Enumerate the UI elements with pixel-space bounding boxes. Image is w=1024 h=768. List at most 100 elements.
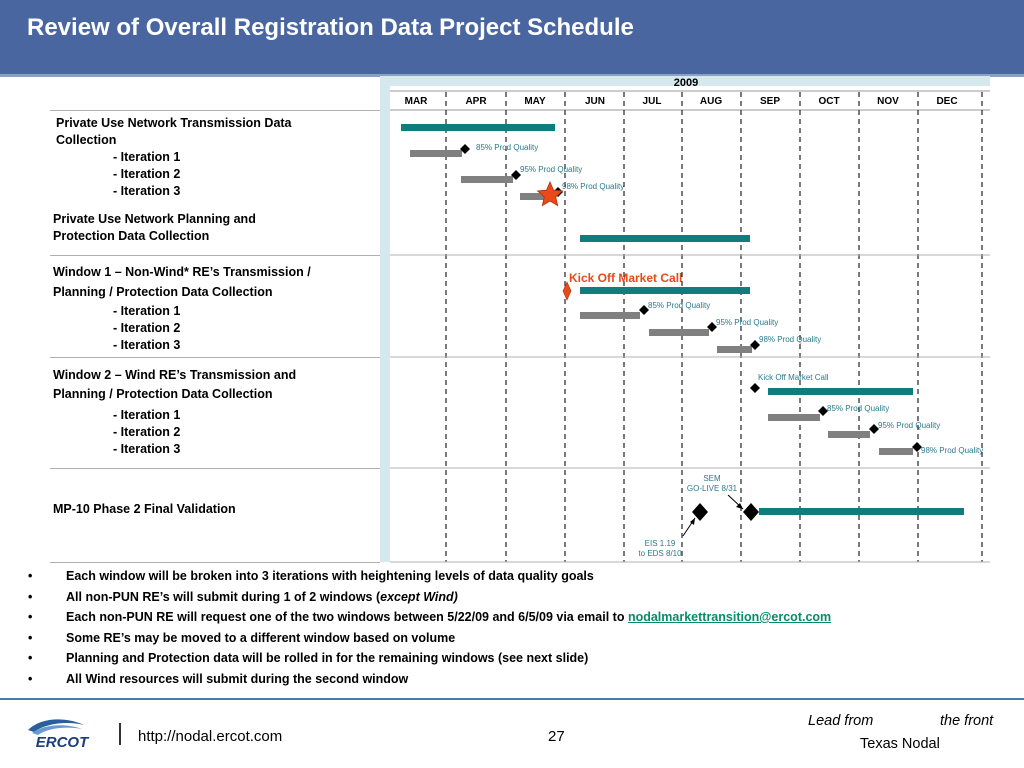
task-3-title-line-2: Planning / Protection Data Collection (53, 285, 273, 299)
task-3-iteration-1-bar (580, 312, 640, 319)
footer-divider (119, 723, 121, 745)
bullet-text-italic: except Wind) (380, 589, 458, 604)
task-4-iteration-3: - Iteration 3 (113, 442, 181, 456)
month-labels: MAR APR MAY JUN JUL AUG SEP OCT NOV DEC (405, 96, 958, 107)
kickoff-diamond (750, 383, 760, 393)
arrowhead (690, 518, 695, 525)
task-3-iteration-3: - Iteration 3 (113, 338, 181, 352)
month-label-dec: DEC (936, 96, 957, 107)
month-label-may: MAY (524, 96, 546, 107)
slide-title: Review of Overall Registration Data Proj… (27, 14, 634, 41)
tagline-lead-from: Lead from (808, 713, 874, 729)
bullet-item: • All Wind resources will submit during … (28, 672, 1008, 693)
bullet-item: • Each non-PUN RE will request one of th… (28, 610, 1008, 631)
logo-text: ERCOT (36, 734, 90, 751)
bullet-text: All non-PUN RE’s will submit during 1 of… (66, 590, 458, 604)
q85-label: 85% Prod Quality (648, 301, 710, 310)
task-2-title-line-2: Protection Data Collection (53, 229, 210, 243)
task-3-summary-bar (580, 287, 750, 294)
title-bar: Review of Overall Registration Data Proj… (0, 0, 1024, 75)
task-4-title-line-2: Planning / Protection Data Collection (53, 387, 273, 401)
star-icon (536, 180, 564, 207)
title-underline (0, 74, 1024, 77)
logo-swoosh (28, 719, 84, 732)
kickoff-small-label: Kick Off Market Call (758, 373, 829, 382)
month-label-apr: APR (465, 96, 487, 107)
sem-diamond (743, 503, 759, 521)
milestone-diamond (460, 144, 470, 154)
task-1-iteration-1-bar (410, 150, 462, 157)
bullet-marker: • (28, 630, 33, 645)
task-1-iteration-1: - Iteration 1 (113, 150, 181, 164)
milestone-diamond (639, 305, 649, 315)
row-separator (50, 255, 380, 256)
month-label-mar: MAR (405, 96, 429, 107)
bullet-text: Each window will be broken into 3 iterat… (66, 569, 594, 583)
task-2-title-line-1: Private Use Network Planning and (53, 212, 256, 226)
bullet-item: • Some RE’s may be moved to a different … (28, 631, 1008, 652)
q95-label: 95% Prod Quality (716, 318, 778, 327)
month-label-jun: JUN (585, 96, 605, 107)
kickoff-label: Kick Off Market Call (569, 271, 682, 285)
milestone-diamond (750, 340, 760, 350)
eis-label-line-2: to EDS 8/10 (638, 549, 682, 558)
task-3-iteration-2: - Iteration 2 (113, 321, 181, 335)
task-1-iteration-3: - Iteration 3 (113, 184, 181, 198)
task-1-title-line-2: Collection (56, 133, 117, 147)
kickoff-diamond (562, 281, 572, 301)
eis-diamond (692, 503, 708, 521)
timeline-year-band (380, 76, 990, 86)
task-1-iteration-3-bar (520, 193, 553, 200)
task-2-summary-bar (580, 235, 750, 242)
task-4-summary-bar (768, 388, 913, 395)
q98-label: 98% Prod Quality (921, 446, 983, 455)
bullet-item: • Planning and Protection data will be r… (28, 651, 1008, 672)
task-3-iteration-2-bar (649, 329, 709, 336)
footer-rule (0, 698, 1024, 700)
email-link[interactable]: nodalmarkettransition@ercot.com (627, 610, 832, 624)
eis-label-line-1: EIS 1.19 (645, 539, 676, 548)
milestone-diamond (818, 406, 828, 416)
task-4-iteration-2-bar (828, 431, 870, 438)
q85-label: 85% Prod Quality (476, 143, 538, 152)
bullet-marker: • (28, 569, 33, 583)
tagline-texas-nodal: Texas Nodal (860, 736, 940, 752)
ercot-logo: ERCOT (28, 719, 90, 751)
month-label-jul: JUL (643, 96, 662, 107)
bullet-marker: • (28, 671, 33, 686)
milestone-diamond (707, 322, 717, 332)
bullet-text: Some RE’s may be moved to a different wi… (66, 630, 456, 645)
bullet-item: • All non-PUN RE’s will submit during 1 … (28, 590, 1008, 611)
timeline-left-band (380, 76, 390, 562)
bullet-marker: • (28, 610, 33, 624)
month-label-aug: AUG (700, 96, 722, 107)
q98-label: 98% Prod Quality (759, 335, 821, 344)
arrowhead (736, 503, 743, 509)
month-label-nov: NOV (877, 96, 899, 107)
bullet-text: Planning and Protection data will be rol… (66, 651, 589, 665)
row-separator (50, 562, 380, 563)
task-3-iteration-1: - Iteration 1 (113, 304, 181, 318)
bullet-list: • Each window will be broken into 3 iter… (28, 569, 1008, 692)
milestone-diamond (912, 442, 922, 452)
q98-label: 98% Prod Quality (562, 182, 624, 191)
bullet-marker: • (28, 589, 33, 604)
row-separator (50, 357, 380, 358)
task-4-iteration-2: - Iteration 2 (113, 425, 181, 439)
task-4-iteration-3-bar (879, 448, 913, 455)
year-label: 2009 (674, 77, 698, 89)
bullet-text-main: All non-PUN RE’s will submit during 1 of… (66, 589, 381, 604)
page-number: 27 (548, 728, 565, 745)
sem-label-line-1: SEM (703, 474, 721, 483)
logo-swoosh (32, 725, 82, 735)
q95-label: 95% Prod Quality (878, 421, 940, 430)
task-3-iteration-3-bar (717, 346, 752, 353)
footer-url: http://nodal.ercot.com (138, 728, 283, 745)
month-label-sep: SEP (760, 96, 780, 107)
task-4-title-line-1: Window 2 – Wind RE’s Transmission and (53, 368, 297, 382)
milestone-diamond (869, 424, 879, 434)
task-1-summary-bar (401, 124, 555, 131)
task-1-iteration-2: - Iteration 2 (113, 167, 181, 181)
milestone-diamond (511, 170, 521, 180)
month-label-oct: OCT (818, 96, 839, 107)
